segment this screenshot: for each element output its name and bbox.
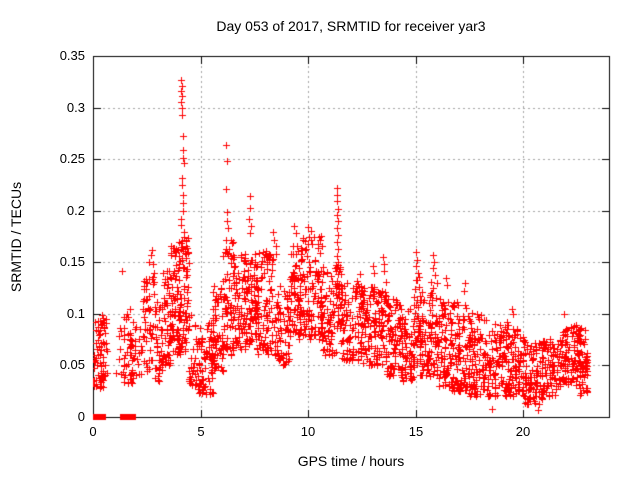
x-tick-label: 0 — [89, 424, 97, 439]
x-tick-label: 10 — [300, 424, 316, 439]
x-tick-label: 5 — [197, 424, 205, 439]
y-tick-label: 0.35 — [59, 48, 85, 63]
y-tick-label: 0.05 — [59, 357, 85, 372]
y-tick-label: 0 — [77, 409, 85, 424]
y-tick-label: 0.15 — [59, 254, 85, 269]
x-axis-label: GPS time / hours — [297, 453, 405, 469]
y-tick-label: 0.2 — [66, 203, 85, 218]
x-tick-label: 15 — [408, 424, 424, 439]
y-tick-label: 0.1 — [66, 306, 85, 321]
y-tick-label: 0.3 — [66, 100, 85, 115]
x-tick-label: 20 — [515, 424, 531, 439]
chart-title: Day 053 of 2017, SRMTID for receiver yar… — [216, 18, 486, 34]
y-axis-label: SRMTID / TECUs — [8, 181, 24, 293]
y-tick-label: 0.25 — [59, 151, 85, 166]
